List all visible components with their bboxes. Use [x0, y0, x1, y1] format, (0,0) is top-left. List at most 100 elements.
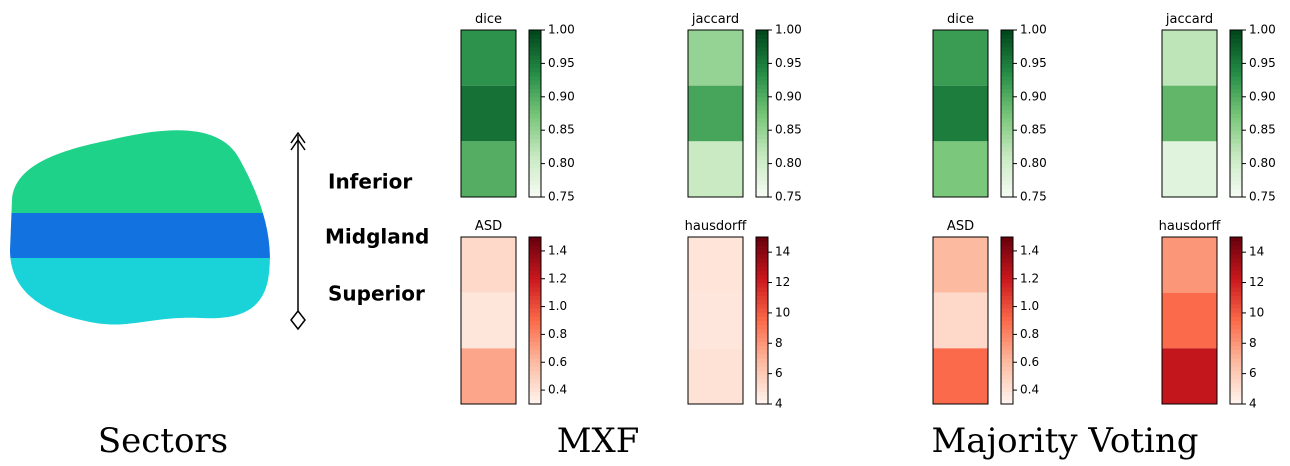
colorbar-segment — [1230, 155, 1242, 160]
colorbar-segment — [1230, 387, 1242, 392]
colorbar-segment — [756, 168, 768, 173]
heatmap-cell — [688, 141, 743, 197]
colorbar-segment — [756, 329, 768, 334]
colorbar-segment — [1001, 30, 1013, 35]
colorbar-segment — [1001, 396, 1013, 401]
colorbar-segment — [1001, 270, 1013, 275]
colorbar-segment — [1001, 189, 1013, 194]
colorbar-segment — [756, 63, 768, 68]
colorbar-segment — [1001, 38, 1013, 43]
heatmap-cell — [1162, 141, 1217, 197]
colorbar-segment — [1230, 304, 1242, 309]
colorbar-segment — [1001, 316, 1013, 321]
heatmap-cell — [933, 348, 988, 404]
colorbar-segment — [529, 118, 541, 123]
colorbar-segment — [1001, 97, 1013, 102]
sector-label: Superior — [328, 282, 425, 306]
colorbar-segment — [1230, 308, 1242, 313]
colorbar-segment — [529, 97, 541, 102]
colorbar-segment — [1230, 262, 1242, 267]
colorbar-tick-label: 6 — [1249, 366, 1257, 380]
colorbar-segment — [1001, 237, 1013, 242]
heatmap-cell — [933, 86, 988, 142]
colorbar-segment — [756, 321, 768, 326]
colorbar-tick-label: 1.0 — [548, 299, 567, 313]
colorbar-segment — [529, 63, 541, 68]
colorbar-segment — [1230, 38, 1242, 43]
colorbar-tick-label: 1.4 — [1020, 243, 1039, 257]
colorbar-segment — [1001, 118, 1013, 123]
heatmap-cell — [688, 293, 743, 349]
colorbar-segment — [1230, 151, 1242, 156]
colorbar-tick-label: 0.75 — [775, 190, 802, 204]
colorbar-segment — [756, 105, 768, 110]
colorbar-segment — [1230, 118, 1242, 123]
colorbar-segment — [1230, 362, 1242, 367]
colorbar-segment — [1001, 383, 1013, 388]
colorbar-segment — [756, 350, 768, 355]
heatmap-cell — [688, 348, 743, 404]
colorbar-segment — [1230, 275, 1242, 280]
colorbar-segment — [756, 262, 768, 267]
colorbar-segment — [529, 396, 541, 401]
colorbar-segment — [1230, 76, 1242, 81]
colorbar-segment — [1230, 147, 1242, 152]
sector-label: Inferior — [328, 170, 412, 194]
colorbar-segment — [1001, 147, 1013, 152]
colorbar-segment — [529, 47, 541, 52]
colorbar-segment — [1001, 122, 1013, 127]
heatmap-cell — [933, 141, 988, 197]
colorbar-segment — [1001, 258, 1013, 263]
colorbar-segment — [1230, 93, 1242, 98]
colorbar-segment — [1001, 362, 1013, 367]
colorbar-segment — [529, 312, 541, 317]
colorbar-tick-label: 0.75 — [1020, 190, 1047, 204]
colorbar-segment — [529, 275, 541, 280]
colorbar-segment — [1001, 300, 1013, 305]
colorbar-segment — [529, 147, 541, 152]
colorbar-segment — [529, 164, 541, 169]
colorbar-tick-label: 0.80 — [548, 156, 575, 170]
colorbar-segment — [1001, 176, 1013, 181]
colorbar-segment — [1230, 316, 1242, 321]
colorbar-segment — [529, 371, 541, 376]
colorbar-segment — [1230, 184, 1242, 189]
colorbar-segment — [529, 130, 541, 135]
colorbar-segment — [529, 358, 541, 363]
colorbar-segment — [1230, 51, 1242, 56]
colorbar-segment — [756, 245, 768, 250]
colorbar-segment — [1001, 350, 1013, 355]
colorbar-segment — [756, 362, 768, 367]
colorbar-segment — [529, 80, 541, 85]
colorbar-segment — [1001, 358, 1013, 363]
colorbar-segment — [529, 295, 541, 300]
colorbar-tick-label: 1.00 — [1249, 23, 1276, 37]
colorbar-segment — [1230, 176, 1242, 181]
colorbar-tick-label: 12 — [1249, 275, 1264, 289]
colorbar-tick-label: 4 — [1249, 397, 1257, 411]
colorbar-segment — [1001, 245, 1013, 250]
colorbar-segment — [756, 295, 768, 300]
colorbar-segment — [756, 47, 768, 52]
colorbar-segment — [1230, 258, 1242, 263]
colorbar-segment — [756, 76, 768, 81]
colorbar-segment — [529, 258, 541, 263]
colorbar-segment — [529, 172, 541, 177]
colorbar-segment — [1230, 126, 1242, 131]
colorbar-segment — [529, 155, 541, 160]
colorbar-segment — [1230, 72, 1242, 77]
colorbar-segment — [1230, 371, 1242, 376]
colorbar-segment — [1001, 387, 1013, 392]
colorbar-segment — [1230, 379, 1242, 384]
colorbar-segment — [1001, 391, 1013, 396]
colorbar-segment — [756, 358, 768, 363]
colorbar-segment — [756, 266, 768, 271]
colorbar-segment — [1001, 101, 1013, 106]
heatmap-cell — [461, 293, 516, 349]
colorbar-segment — [1230, 329, 1242, 334]
colorbar-tick-label: 1.4 — [548, 243, 567, 257]
colorbar-segment — [756, 130, 768, 135]
colorbar-segment — [1001, 159, 1013, 164]
colorbar-segment — [529, 375, 541, 380]
colorbar-segment — [529, 189, 541, 194]
